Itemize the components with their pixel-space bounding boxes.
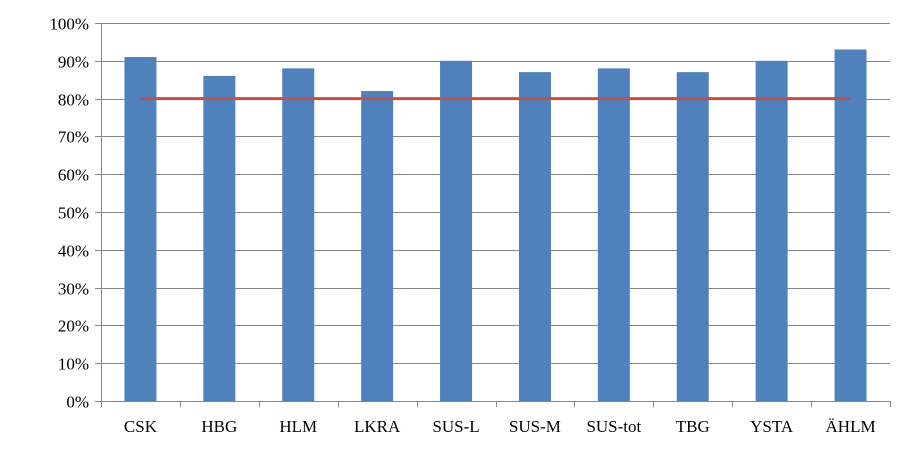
y-tick-label: 0% [66,393,89,412]
y-tick-label: 100% [49,15,89,34]
y-tick-label: 90% [58,53,89,72]
bar-SUS-M [518,72,551,401]
x-tick-label: YSTA [750,417,794,436]
y-tick-labels: 0% 10% 20% 30% 40% 50% 60% 70% 80% 90% 100% [49,15,89,412]
y-tick-label: 80% [58,91,89,110]
x-tick-label: LKRA [354,417,401,436]
x-tick-label: HLM [279,417,317,436]
y-tick-label: 10% [58,355,89,374]
x-tick-label: SUS-M [509,417,561,436]
bars [124,49,867,402]
x-tick-label: HBG [201,417,237,436]
bar-HBG [203,75,236,402]
x-tick-label: SUS-L [432,417,479,436]
x-tick-label: SUS-tot [586,417,641,436]
bar-ÄHLM [834,49,867,402]
y-tick-label: 20% [58,317,89,336]
bar-SUS-L [440,60,473,402]
y-tick-label: 30% [58,280,89,299]
bar-YSTA [755,60,788,402]
x-tick-label: ÄHLM [826,417,876,436]
x-tick-labels: CSK HBG HLM LKRA SUS-L SUS-M SUS-tot TBG YSTA ÄHL… [124,417,876,436]
x-tick-label: CSK [124,417,158,436]
bar-HLM [282,68,315,402]
y-tick-label: 70% [58,128,89,147]
bar-SUS-tot [597,68,630,402]
bar-CSK [124,57,157,402]
bar-LKRA [361,91,394,401]
axes [95,23,891,407]
bar-TBG [676,72,709,401]
y-tick-label: 50% [58,204,89,223]
y-tick-label: 40% [58,242,89,261]
x-tick-label: TBG [676,417,710,436]
y-tick-label: 60% [58,166,89,185]
